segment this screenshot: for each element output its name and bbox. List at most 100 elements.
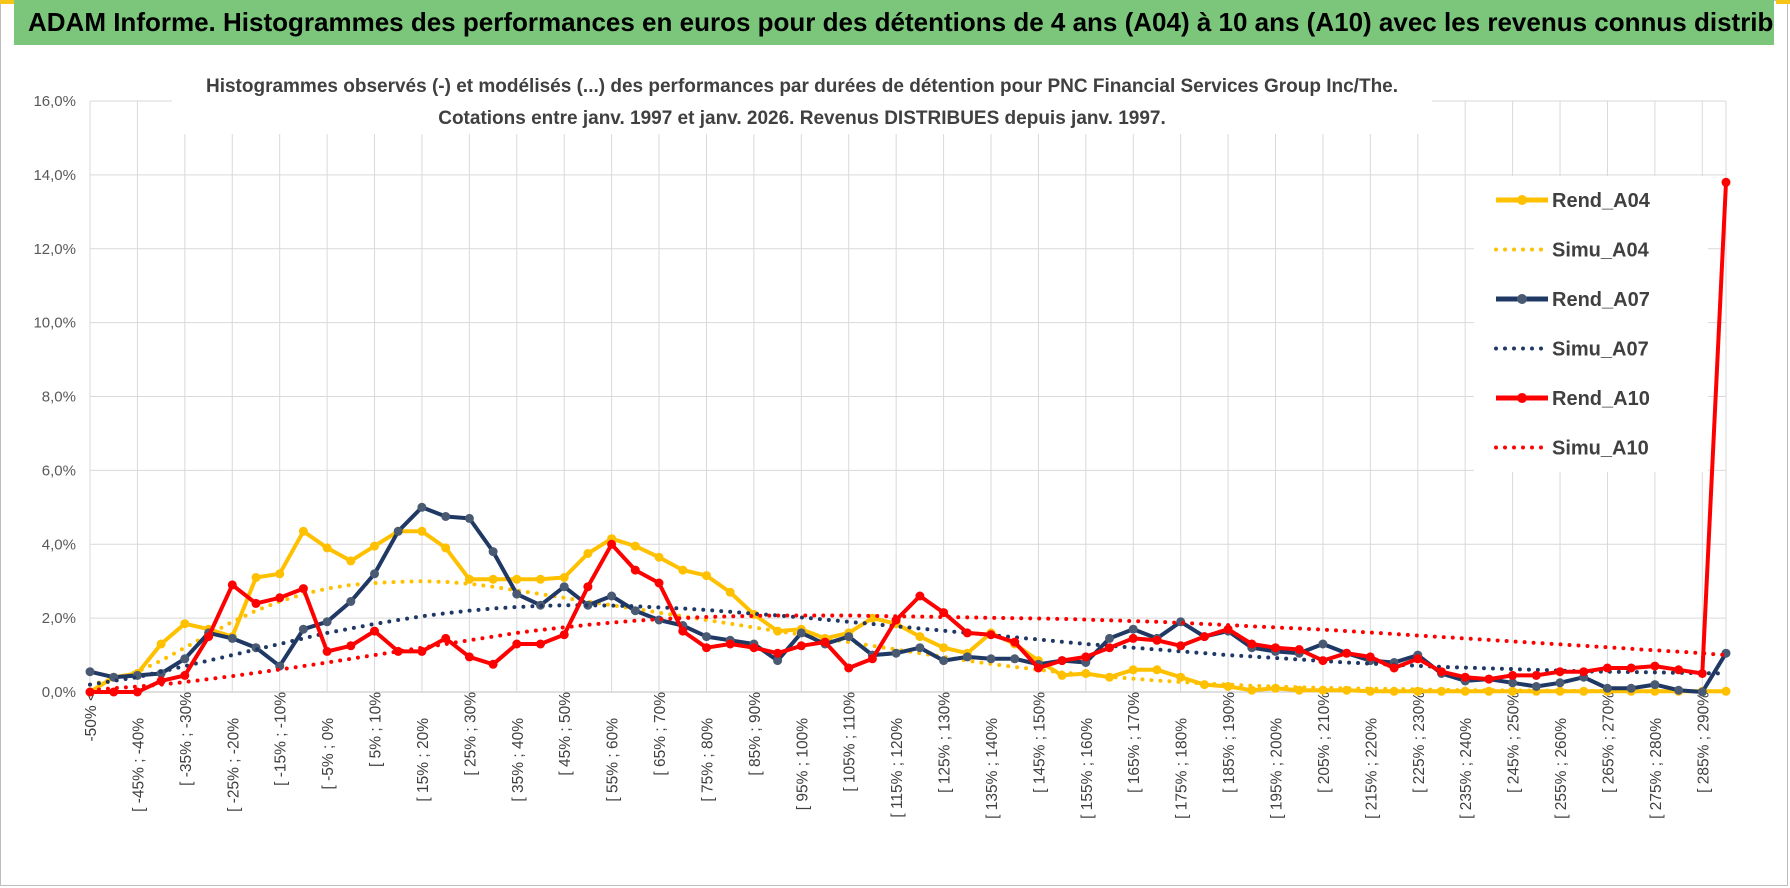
legend-item: Rend_A10 [1496,388,1650,410]
legend-label: Rend_A04 [1552,190,1651,212]
data-point [1081,652,1091,662]
series-simu-a07 [88,603,1728,687]
x-tick-label: [ 95% ; 100% [794,718,811,810]
data-point [915,591,925,601]
data-point [1674,685,1684,695]
data-point [1508,670,1518,680]
data-point [986,654,996,664]
legend-label: Rend_A07 [1552,289,1650,311]
data-point [915,643,925,653]
data-point [441,543,451,553]
data-point [844,632,854,642]
data-point [1508,678,1518,688]
data-point [678,565,688,575]
data-point [1247,685,1257,695]
data-point [1152,635,1162,645]
y-tick-label: 8,0% [42,389,76,406]
data-point [1721,686,1731,696]
data-point [370,626,379,636]
x-tick-label: [ 135% ; 140% [984,718,1001,819]
legend-item: Rend_A07 [1496,289,1650,311]
banner-title: ADAM Informe. Histogrammes des performan… [14,0,1774,45]
legend: Rend_A04 Simu_A04 Rend_A07 Simu_A07 Rend_A10… [1474,176,1708,472]
x-tick-label: [ 85% ; 90% [747,692,764,776]
data-point [939,643,949,653]
data-point [512,639,522,649]
data-point [441,512,451,521]
corner-accent-right [1776,0,1790,4]
data-point [512,589,522,599]
data-point [1271,643,1280,653]
x-tick-label: [ 45% ; 50% [557,692,574,776]
x-tick-label: [ 175% ; 180% [1174,718,1191,819]
x-tick-label: [ 225% ; 230% [1411,692,1428,793]
data-point [488,574,498,584]
data-point [939,656,949,666]
data-point [251,573,261,582]
y-tick-label: 6,0% [42,462,76,479]
data-point [1650,661,1660,671]
data-point [559,582,569,592]
data-point [393,646,403,656]
data-point [275,569,285,579]
data-point [464,513,474,523]
legend-label: Simu_A04 [1552,240,1650,262]
data-point [796,628,806,638]
x-tick-label: [ -15% ; -10% [273,692,290,786]
data-point [583,549,593,558]
x-tick-label: [ -45% ; -40% [130,718,147,812]
data-point [346,641,356,651]
y-tick-label: 2,0% [42,610,76,627]
data-point [1484,686,1494,696]
x-tick-label: [ 15% ; 20% [415,718,432,802]
data-point [583,582,593,592]
x-tick-label: [ -25% ; -20% [225,718,242,812]
series-line [88,603,1728,687]
y-tick-label: 4,0% [42,536,76,553]
data-point [915,632,925,642]
data-point [1057,656,1067,666]
corner-accent-left [0,0,14,4]
data-point [1531,670,1541,680]
data-point [1342,648,1352,658]
legend-item: Simu_A10 [1494,438,1649,460]
data-point [85,667,95,677]
grid-lines [89,100,1727,693]
data-point [1721,177,1731,187]
data-point [867,654,877,664]
data-point [1697,687,1707,697]
x-tick-label: [ 275% ; 280% [1648,718,1665,819]
y-axis-ticks: 0,0% 2,0% 4,0% 6,0% 8,0% 10,0% 12,0% 14,0% 16,0% [33,93,76,701]
data-point [370,541,379,551]
series-line [89,505,1728,694]
data-point [1223,624,1233,634]
y-tick-label: 10,0% [33,315,76,332]
legend-marker [1517,393,1527,403]
legend-marker [1517,195,1527,205]
data-point [654,578,664,588]
series-line [88,529,1726,694]
y-tick-label: 0,0% [42,684,76,701]
y-tick-label: 14,0% [33,167,76,184]
x-tick-label: [ -5% ; 0% [320,718,337,790]
data-point [180,654,190,664]
data-point [1555,686,1565,696]
x-tick-label: [ 55% ; 60% [605,718,622,802]
data-point [702,571,711,581]
series-rend-a10 [85,177,1731,697]
series-line [90,182,1728,694]
data-point [1626,683,1636,693]
data-point [512,574,522,584]
title-background [172,66,1432,134]
data-point [417,526,427,536]
data-point [1128,633,1138,643]
data-point [1413,654,1423,664]
data-point [1010,637,1020,647]
x-tick-label: [ 265% ; 270% [1600,692,1617,793]
data-point [1033,663,1043,673]
data-point [536,574,545,584]
data-point [1484,674,1494,684]
legend-label: Simu_A07 [1552,339,1649,361]
x-tick-label: [ 205% ; 210% [1316,692,1333,793]
